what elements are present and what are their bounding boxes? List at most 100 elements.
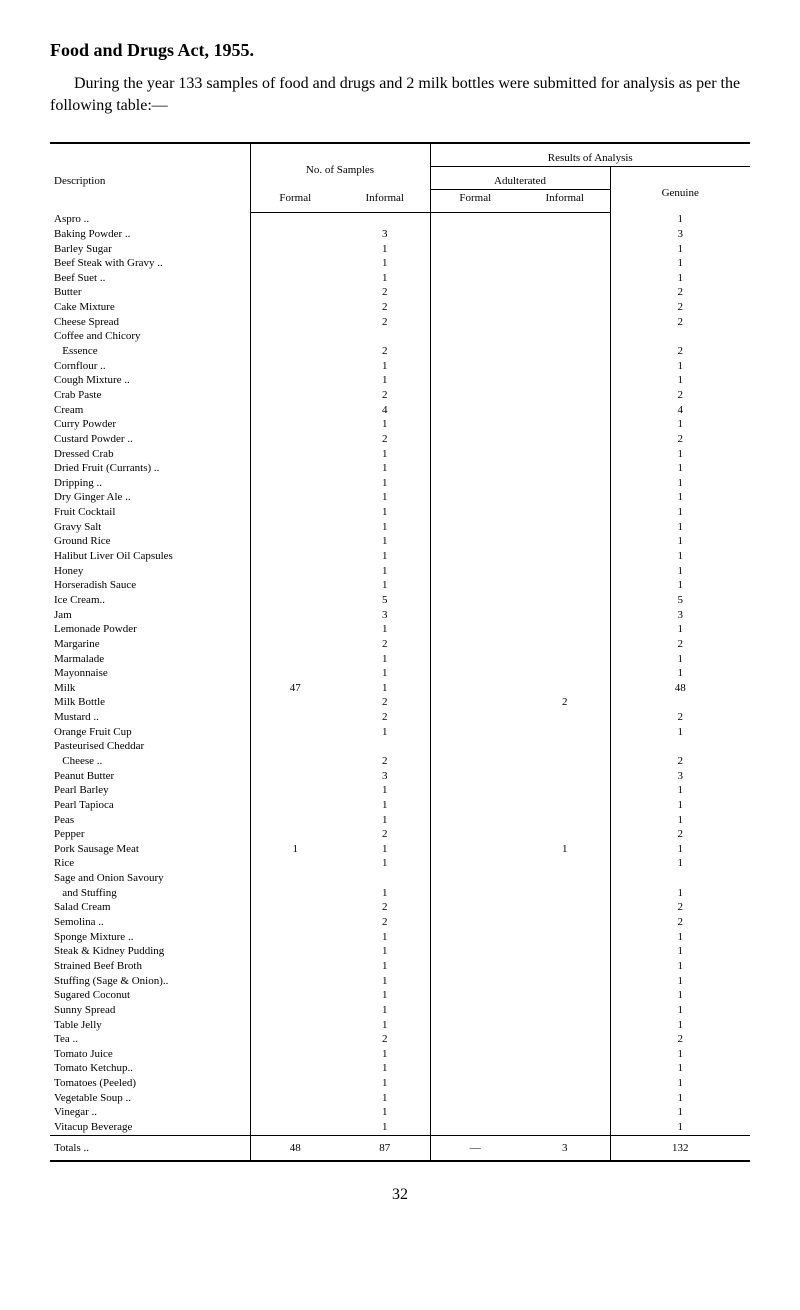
cell-description: Baking Powder .. bbox=[50, 227, 250, 242]
cell-adult-informal: 2 bbox=[520, 695, 610, 710]
cell-adult-formal bbox=[430, 329, 520, 344]
cell-formal bbox=[250, 447, 340, 462]
cell-description: Marmalade bbox=[50, 652, 250, 667]
cell-genuine: 1 bbox=[610, 359, 750, 374]
analysis-table: Description No. of Samples Results of An… bbox=[50, 142, 750, 1162]
cell-genuine: 1 bbox=[610, 1047, 750, 1062]
cell-description: Coffee and Chicory bbox=[50, 329, 250, 344]
cell-adult-formal bbox=[430, 842, 520, 857]
cell-informal: 2 bbox=[340, 695, 430, 710]
cell-formal bbox=[250, 359, 340, 374]
cell-formal bbox=[250, 622, 340, 637]
table-row: Tomato Ketchup..11 bbox=[50, 1061, 750, 1076]
cell-adult-informal bbox=[520, 285, 610, 300]
cell-adult-informal bbox=[520, 666, 610, 681]
cell-adult-formal bbox=[430, 988, 520, 1003]
cell-genuine: 1 bbox=[610, 490, 750, 505]
cell-adult-formal bbox=[430, 637, 520, 652]
cell-description: Pepper bbox=[50, 827, 250, 842]
cell-adult-formal bbox=[430, 710, 520, 725]
cell-adult-formal bbox=[430, 695, 520, 710]
cell-description: Cake Mixture bbox=[50, 300, 250, 315]
cell-formal bbox=[250, 886, 340, 901]
cell-formal bbox=[250, 725, 340, 740]
cell-adult-formal bbox=[430, 461, 520, 476]
cell-description: Sugared Coconut bbox=[50, 988, 250, 1003]
cell-adult-informal bbox=[520, 1061, 610, 1076]
cell-adult-informal bbox=[520, 549, 610, 564]
cell-formal bbox=[250, 329, 340, 344]
cell-description: Beef Suet .. bbox=[50, 271, 250, 286]
cell-description: Gravy Salt bbox=[50, 520, 250, 535]
cell-formal bbox=[250, 959, 340, 974]
header-description: Description bbox=[50, 144, 250, 213]
cell-genuine: 1 bbox=[610, 813, 750, 828]
cell-adult-informal bbox=[520, 798, 610, 813]
cell-adult-formal bbox=[430, 769, 520, 784]
cell-informal: 2 bbox=[340, 388, 430, 403]
cell-description: Aspro .. bbox=[50, 212, 250, 227]
cell-description: and Stuffing bbox=[50, 886, 250, 901]
cell-adult-formal bbox=[430, 1003, 520, 1018]
totals-informal: 87 bbox=[340, 1135, 430, 1160]
table-row: Ice Cream..55 bbox=[50, 593, 750, 608]
table-row: Pork Sausage Meat1111 bbox=[50, 842, 750, 857]
cell-informal: 1 bbox=[340, 1003, 430, 1018]
cell-formal bbox=[250, 1032, 340, 1047]
cell-description: Curry Powder bbox=[50, 417, 250, 432]
cell-adult-informal bbox=[520, 944, 610, 959]
header-informal-2: Informal bbox=[520, 189, 610, 212]
cell-informal: 1 bbox=[340, 1061, 430, 1076]
cell-genuine: 2 bbox=[610, 900, 750, 915]
cell-formal bbox=[250, 871, 340, 886]
cell-informal: 1 bbox=[340, 461, 430, 476]
cell-adult-formal bbox=[430, 652, 520, 667]
cell-genuine: 1 bbox=[610, 974, 750, 989]
cell-genuine: 1 bbox=[610, 725, 750, 740]
cell-formal bbox=[250, 417, 340, 432]
cell-formal bbox=[250, 578, 340, 593]
cell-formal bbox=[250, 652, 340, 667]
table-row: Cake Mixture22 bbox=[50, 300, 750, 315]
cell-adult-informal bbox=[520, 534, 610, 549]
cell-genuine: 1 bbox=[610, 1003, 750, 1018]
cell-description: Tomatoes (Peeled) bbox=[50, 1076, 250, 1091]
cell-adult-formal bbox=[430, 476, 520, 491]
cell-informal: 1 bbox=[340, 447, 430, 462]
cell-formal bbox=[250, 520, 340, 535]
cell-informal: 1 bbox=[340, 564, 430, 579]
cell-adult-informal bbox=[520, 739, 610, 754]
cell-description: Pork Sausage Meat bbox=[50, 842, 250, 857]
table-row: Honey11 bbox=[50, 564, 750, 579]
cell-adult-informal bbox=[520, 1018, 610, 1033]
cell-genuine: 2 bbox=[610, 710, 750, 725]
cell-description: Halibut Liver Oil Capsules bbox=[50, 549, 250, 564]
cell-genuine: 1 bbox=[610, 1018, 750, 1033]
cell-formal bbox=[250, 490, 340, 505]
cell-description: Peas bbox=[50, 813, 250, 828]
cell-adult-informal bbox=[520, 432, 610, 447]
cell-adult-informal bbox=[520, 329, 610, 344]
cell-adult-formal bbox=[430, 1120, 520, 1135]
cell-informal: 1 bbox=[340, 959, 430, 974]
cell-adult-informal bbox=[520, 212, 610, 227]
table-row: Essence22 bbox=[50, 344, 750, 359]
cell-adult-informal bbox=[520, 1120, 610, 1135]
cell-genuine: 2 bbox=[610, 637, 750, 652]
cell-description: Crab Paste bbox=[50, 388, 250, 403]
cell-description: Mayonnaise bbox=[50, 666, 250, 681]
cell-adult-formal bbox=[430, 1076, 520, 1091]
cell-genuine: 1 bbox=[610, 505, 750, 520]
cell-adult-formal bbox=[430, 725, 520, 740]
table-row: Dressed Crab11 bbox=[50, 447, 750, 462]
cell-description: Dried Fruit (Currants) .. bbox=[50, 461, 250, 476]
cell-description: Pearl Tapioca bbox=[50, 798, 250, 813]
table-row: Fruit Cocktail11 bbox=[50, 505, 750, 520]
cell-adult-informal bbox=[520, 256, 610, 271]
cell-genuine: 3 bbox=[610, 608, 750, 623]
cell-informal: 1 bbox=[340, 1091, 430, 1106]
cell-formal bbox=[250, 754, 340, 769]
cell-adult-informal bbox=[520, 652, 610, 667]
cell-informal: 1 bbox=[340, 1076, 430, 1091]
table-row: Butter22 bbox=[50, 285, 750, 300]
